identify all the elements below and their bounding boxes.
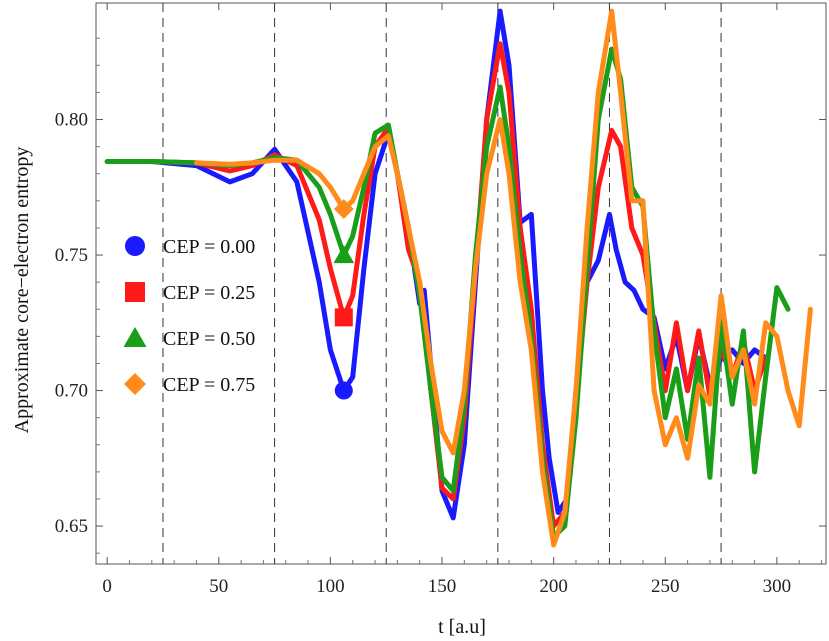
x-tick-label: 300 xyxy=(763,576,792,597)
plot-border xyxy=(95,2,827,565)
legend-marker-2 xyxy=(123,327,147,347)
legend-marker-3 xyxy=(124,373,146,395)
legend-label-3: CEP = 0.75 xyxy=(163,374,255,396)
plot-frame xyxy=(95,2,827,565)
series-marker-1 xyxy=(334,308,353,327)
legend-marker-1 xyxy=(125,282,145,302)
legend-label-0: CEP = 0.00 xyxy=(163,236,255,258)
x-tick-label: 100 xyxy=(316,576,345,597)
legend: CEP = 0.00 CEP = 0.25 CEP = 0.50 CEP = 0.75 xyxy=(123,236,255,396)
legend-label-1: CEP = 0.25 xyxy=(163,282,255,304)
series-line-1 xyxy=(104,41,769,529)
y-tick-label: 0.75 xyxy=(55,245,88,266)
series-line-3 xyxy=(194,8,813,548)
series-line-2 xyxy=(104,46,791,540)
y-axis-ticks: 0.65 0.70 0.75 0.80 xyxy=(55,37,826,554)
y-tick-label: 0.80 xyxy=(55,110,88,131)
y-tick-label: 0.70 xyxy=(55,381,88,402)
y-axis-label: Approximate core−electron entropy xyxy=(11,147,33,434)
series-markers xyxy=(333,199,355,400)
x-axis-label: t [a.u] xyxy=(438,616,486,638)
y-tick-label: 0.65 xyxy=(55,516,88,537)
x-tick-label: 200 xyxy=(539,576,568,597)
x-tick-label: 0 xyxy=(102,576,112,597)
x-tick-label: 250 xyxy=(651,576,680,597)
series-marker-2 xyxy=(333,245,355,264)
legend-label-2: CEP = 0.50 xyxy=(163,328,255,350)
series-lines xyxy=(104,8,813,548)
legend-marker-0 xyxy=(125,236,145,256)
series-marker-3 xyxy=(333,199,354,219)
x-tick-label: 50 xyxy=(209,576,228,597)
x-tick-label: 150 xyxy=(428,576,457,597)
series-marker-0 xyxy=(334,381,353,400)
x-axis-ticks: 0 50 100 150 200 250 300 xyxy=(102,3,823,597)
